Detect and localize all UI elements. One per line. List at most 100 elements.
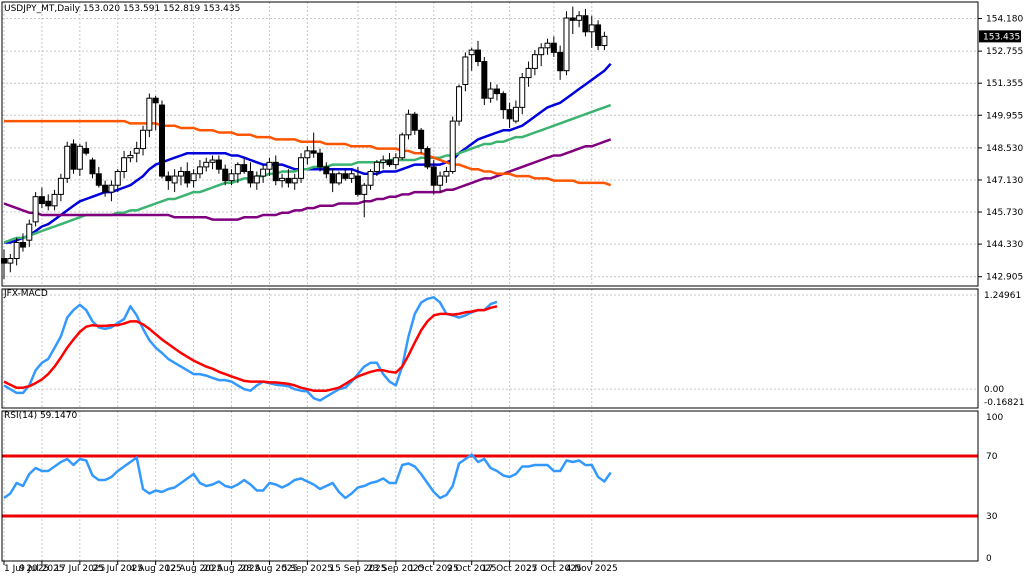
candle-46 bbox=[291, 173, 298, 190]
candle-body-54 bbox=[342, 173, 349, 179]
candle-48 bbox=[304, 146, 311, 165]
candle-body-60 bbox=[380, 159, 387, 163]
candle-body-76 bbox=[481, 61, 488, 99]
candle-65 bbox=[411, 111, 418, 135]
x-tick-label-9: 15 Sep 2025 bbox=[329, 564, 386, 574]
candle-41 bbox=[260, 164, 267, 183]
candle-94 bbox=[595, 20, 602, 51]
candle-40 bbox=[253, 171, 260, 190]
x-tick-label-7: 28 Aug 2025 bbox=[241, 564, 299, 574]
candle-body-61 bbox=[386, 159, 393, 166]
price-tick-label-4: 148.530 bbox=[986, 144, 1023, 154]
candle-body-80 bbox=[506, 109, 513, 120]
candle-7 bbox=[45, 194, 52, 211]
candle-23 bbox=[146, 93, 153, 138]
candle-body-29 bbox=[184, 170, 191, 184]
x-tick-label-2: 17 Jul 2025 bbox=[54, 564, 105, 574]
candle-18 bbox=[114, 169, 121, 193]
candle-body-52 bbox=[329, 173, 336, 184]
price-panel bbox=[1, 6, 612, 280]
candle-body-44 bbox=[279, 177, 286, 182]
candle-53 bbox=[335, 171, 342, 186]
panel-frame-2 bbox=[1, 410, 979, 562]
candle-78 bbox=[493, 84, 500, 101]
candle-90 bbox=[569, 6, 576, 35]
candle-28 bbox=[177, 166, 184, 186]
price-tick-label-0: 154.180 bbox=[986, 14, 1023, 24]
macd-tick-label-0: 1.24961 bbox=[984, 291, 1021, 301]
candle-body-92 bbox=[582, 15, 589, 33]
candle-50 bbox=[317, 148, 323, 172]
candle-35 bbox=[222, 164, 229, 186]
candle-64 bbox=[405, 109, 412, 140]
candle-30 bbox=[190, 169, 197, 188]
candle-62 bbox=[392, 153, 399, 170]
candle-21 bbox=[133, 141, 140, 163]
candle-body-24 bbox=[152, 97, 159, 104]
candle-76 bbox=[481, 56, 488, 106]
candle-body-35 bbox=[222, 168, 229, 182]
candle-72 bbox=[456, 84, 463, 126]
candle-body-17 bbox=[108, 184, 115, 193]
candle-14 bbox=[89, 157, 96, 179]
candle-body-43 bbox=[272, 161, 279, 182]
rsi-tick-label-3: 0 bbox=[986, 554, 992, 564]
candle-body-19 bbox=[121, 157, 128, 172]
x-tick-label-14: 27 Oct 2025 bbox=[526, 564, 582, 574]
candle-61 bbox=[386, 153, 393, 167]
candle-82 bbox=[519, 73, 526, 115]
candle-26 bbox=[165, 171, 172, 190]
candle-body-89 bbox=[563, 17, 570, 72]
candle-68 bbox=[430, 160, 437, 195]
candle-body-4 bbox=[26, 223, 33, 241]
x-tick-label-0: 1 Jul 2025 bbox=[4, 564, 49, 574]
candle-body-28 bbox=[177, 170, 184, 177]
candle-body-49 bbox=[310, 150, 317, 154]
candle-body-34 bbox=[215, 159, 222, 170]
candle-body-1 bbox=[7, 258, 14, 264]
candle-86 bbox=[544, 38, 551, 55]
macd-tick-label-2: -0.16821 bbox=[984, 398, 1024, 408]
grid bbox=[2, 2, 978, 561]
candle-body-14 bbox=[89, 159, 96, 175]
candle-body-77 bbox=[487, 88, 494, 99]
candle-5 bbox=[32, 192, 39, 227]
candle-body-71 bbox=[449, 120, 456, 172]
candle-body-50 bbox=[317, 152, 323, 168]
candle-body-93 bbox=[588, 24, 595, 33]
panel-frames bbox=[1, 1, 979, 562]
candle-body-63 bbox=[399, 134, 406, 159]
candle-body-12 bbox=[76, 145, 83, 170]
candle-71 bbox=[449, 116, 456, 174]
candle-body-81 bbox=[512, 106, 519, 122]
candle-body-65 bbox=[411, 113, 418, 131]
candle-17 bbox=[108, 180, 115, 202]
candle-11 bbox=[70, 139, 77, 174]
candle-10 bbox=[64, 141, 71, 183]
price-tick-label-5: 147.130 bbox=[986, 176, 1023, 186]
price-tick-label-6: 145.730 bbox=[986, 208, 1023, 218]
candle-92 bbox=[582, 8, 589, 37]
x-tick-label-3: 25 Jul 2025 bbox=[92, 564, 143, 574]
candle-body-66 bbox=[418, 129, 425, 150]
candle-25 bbox=[159, 100, 165, 179]
candle-85 bbox=[538, 43, 545, 67]
candle-52 bbox=[329, 169, 336, 193]
candle-34 bbox=[215, 155, 222, 174]
candle-74 bbox=[468, 47, 475, 71]
candle-body-58 bbox=[367, 170, 374, 186]
x-tick-label-6: 20 Aug 2025 bbox=[203, 564, 261, 574]
candle-27 bbox=[171, 169, 178, 193]
candle-1 bbox=[7, 253, 14, 273]
candle-body-42 bbox=[266, 161, 273, 170]
candle-body-9 bbox=[57, 177, 64, 195]
candle-body-7 bbox=[45, 200, 52, 207]
panel-frame-1 bbox=[1, 288, 979, 409]
candle-32 bbox=[203, 157, 210, 172]
candle-body-53 bbox=[335, 173, 342, 184]
candle-body-26 bbox=[165, 175, 172, 182]
candle-51 bbox=[323, 162, 330, 179]
candle-body-51 bbox=[323, 166, 330, 175]
candle-89 bbox=[563, 11, 570, 76]
